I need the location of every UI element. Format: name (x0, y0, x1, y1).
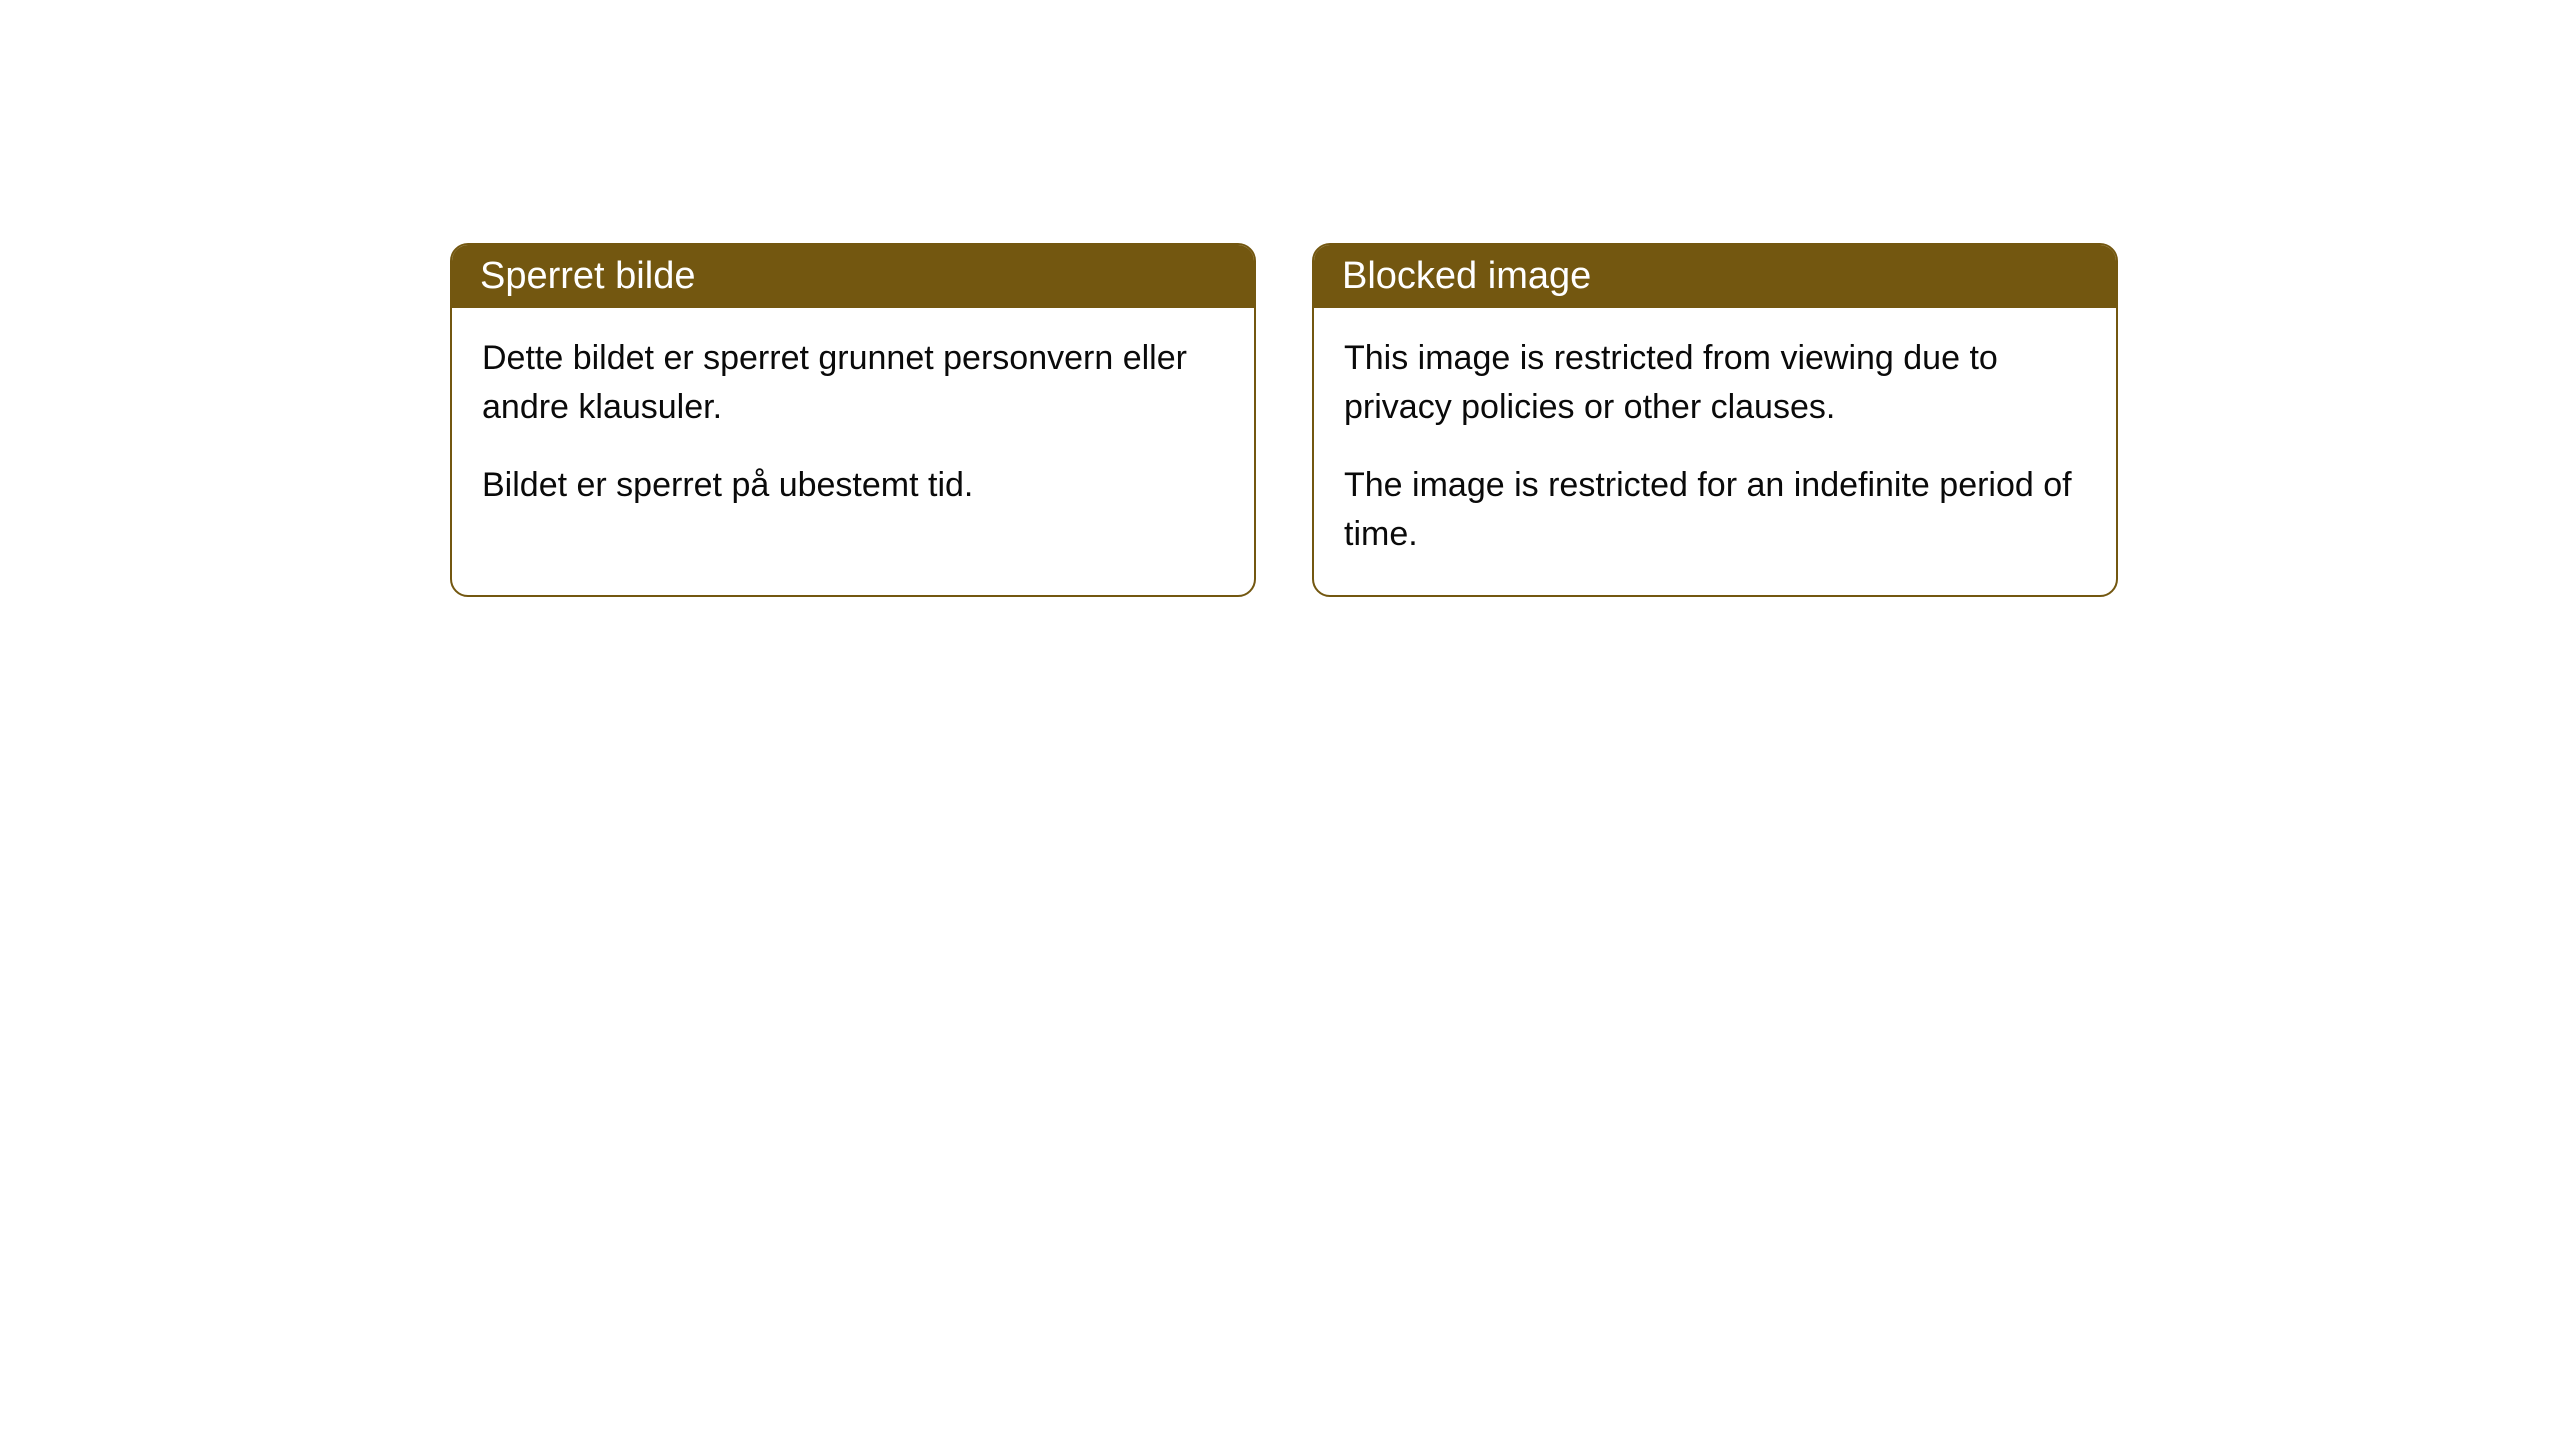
card-paragraph: The image is restricted for an indefinit… (1344, 461, 2086, 560)
card-title: Sperret bilde (480, 255, 695, 297)
notice-card-english: Blocked image This image is restricted f… (1312, 243, 2118, 597)
card-paragraph: This image is restricted from viewing du… (1344, 334, 2086, 433)
notice-cards-container: Sperret bilde Dette bildet er sperret gr… (450, 243, 2118, 597)
card-header: Sperret bilde (452, 245, 1254, 308)
card-header: Blocked image (1314, 245, 2116, 308)
card-paragraph: Bildet er sperret på ubestemt tid. (482, 461, 1224, 510)
notice-card-norwegian: Sperret bilde Dette bildet er sperret gr… (450, 243, 1256, 597)
card-body: This image is restricted from viewing du… (1314, 308, 2116, 595)
card-paragraph: Dette bildet er sperret grunnet personve… (482, 334, 1224, 433)
card-title: Blocked image (1342, 255, 1591, 297)
card-body: Dette bildet er sperret grunnet personve… (452, 308, 1254, 546)
